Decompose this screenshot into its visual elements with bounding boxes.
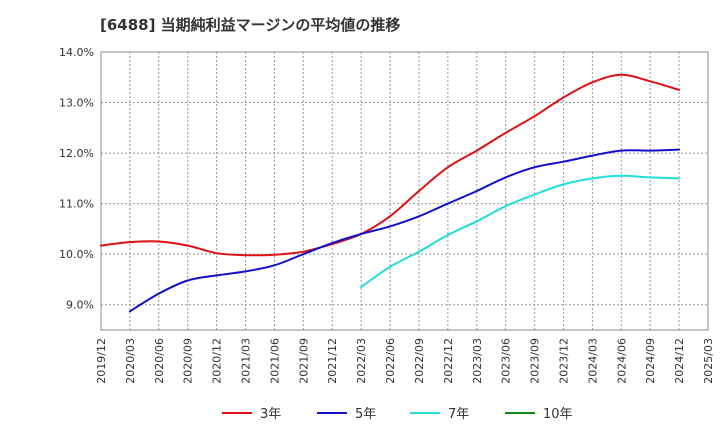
x-tick-label: 2024/09	[644, 338, 657, 384]
x-tick-label: 2023/12	[557, 338, 570, 384]
legend-label: 7年	[448, 407, 469, 422]
x-tick-label: 2021/06	[268, 338, 281, 384]
x-tick-label: 2021/09	[297, 338, 310, 384]
y-tick-label: 11.0%	[59, 198, 94, 211]
x-tick-labels: 2019/12 2020/03 2020/06 2020/09 2020/12 2021/…	[95, 338, 715, 384]
plot-frame	[100, 51, 709, 331]
x-tick-label: 2025/03	[702, 338, 715, 384]
series-lines	[100, 73, 681, 313]
x-tick-label: 2023/06	[500, 338, 513, 384]
series-line-2	[360, 174, 681, 288]
x-tick-label: 2021/12	[326, 338, 339, 384]
y-tick-label: 13.0%	[59, 97, 94, 110]
legend-label: 3年	[260, 407, 281, 422]
x-tick-label: 2022/09	[413, 338, 426, 384]
legend: 3年 5年 7年 10年	[222, 407, 573, 422]
y-tick-label: 10.0%	[59, 248, 94, 261]
y-tick-label: 14.0%	[59, 46, 94, 59]
y-tick-labels: 9.0% 10.0% 11.0% 12.0% 13.0% 14.0%	[59, 46, 94, 312]
x-tick-label: 2020/12	[211, 338, 224, 384]
x-tick-label: 2024/12	[673, 338, 686, 384]
x-tick-label: 2023/09	[529, 338, 542, 384]
x-tick-label: 2024/06	[615, 338, 628, 384]
legend-label: 5年	[355, 407, 376, 422]
series-line-0	[100, 73, 681, 257]
y-tick-label: 12.0%	[59, 147, 94, 160]
x-tick-label: 2022/06	[384, 338, 397, 384]
x-tick-label: 2022/12	[442, 338, 455, 384]
x-tick-label: 2021/03	[240, 338, 253, 384]
legend-label: 10年	[543, 407, 573, 422]
x-tick-label: 2024/03	[586, 338, 599, 384]
x-tick-label: 2019/12	[95, 338, 108, 384]
x-tick-label: 2022/03	[355, 338, 368, 384]
grid	[101, 52, 708, 330]
x-tick-label: 2020/03	[124, 338, 137, 384]
y-tick-label: 9.0%	[66, 299, 94, 312]
chart-title: [6488] 当期純利益マージンの平均値の推移	[100, 16, 401, 34]
x-tick-label: 2020/09	[182, 338, 195, 384]
x-tick-label: 2020/06	[153, 338, 166, 384]
x-tick-label: 2023/03	[471, 338, 484, 384]
series-line-1	[128, 148, 681, 313]
